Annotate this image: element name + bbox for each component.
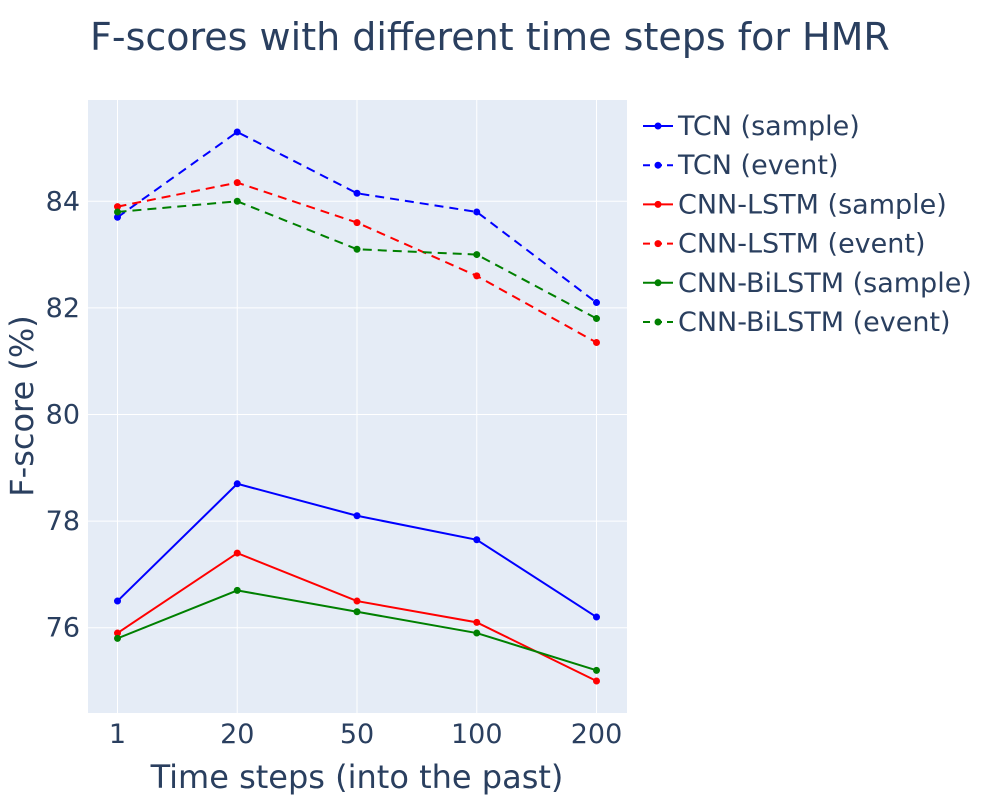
x-tick-label: 1 xyxy=(109,719,126,750)
legend-marker xyxy=(654,279,662,287)
legend-label: TCN (event) xyxy=(677,150,839,181)
legend-item[interactable]: CNN-BiLSTM (event) xyxy=(643,307,951,338)
data-point xyxy=(593,339,600,347)
data-point xyxy=(114,634,121,642)
data-point xyxy=(353,597,361,605)
data-point xyxy=(233,480,241,488)
legend-label: CNN-BiLSTM (event) xyxy=(678,307,951,338)
data-point xyxy=(353,219,361,227)
series-line xyxy=(117,200,597,320)
legend-marker xyxy=(654,122,662,130)
data-point xyxy=(233,197,241,205)
data-point xyxy=(353,245,361,253)
data-point xyxy=(473,208,481,216)
x-tick-label: 100 xyxy=(451,719,503,750)
data-point xyxy=(233,128,241,136)
legend-label: TCN (sample) xyxy=(677,111,860,142)
data-point xyxy=(114,208,121,216)
legend-marker xyxy=(654,318,662,326)
y-tick-label: 76 xyxy=(46,613,80,644)
legend-marker xyxy=(654,161,662,169)
data-point xyxy=(593,677,600,685)
data-point xyxy=(593,666,600,674)
legend: TCN (sample) TCN (event) CNN-LSTM (sample)… xyxy=(643,111,972,338)
data-point xyxy=(593,315,600,323)
grid xyxy=(88,100,627,713)
series-6 xyxy=(114,197,600,323)
legend-label: CNN-LSTM (sample) xyxy=(678,189,947,220)
y-tick-label: 80 xyxy=(46,399,80,430)
y-axis-title: F-score (%) xyxy=(3,315,41,496)
legend-item[interactable]: CNN-LSTM (sample) xyxy=(643,189,947,220)
data-point xyxy=(473,629,481,637)
data-point xyxy=(114,597,121,605)
series-2 xyxy=(114,128,600,307)
data-point xyxy=(353,512,361,520)
data-point xyxy=(593,613,600,621)
data-point xyxy=(473,536,481,544)
data-point xyxy=(233,549,241,557)
data-point xyxy=(233,586,241,594)
legend-marker xyxy=(654,200,662,208)
data-point xyxy=(353,189,361,197)
y-tick-label: 78 xyxy=(46,506,80,537)
data-point xyxy=(353,608,361,616)
legend-item[interactable]: CNN-LSTM (event) xyxy=(643,229,926,260)
data-point xyxy=(473,618,481,626)
legend-item[interactable]: TCN (sample) xyxy=(643,111,860,142)
legend-item[interactable]: TCN (event) xyxy=(643,150,839,181)
x-tick-label: 200 xyxy=(571,719,623,750)
data-point xyxy=(473,251,481,259)
legend-marker xyxy=(654,240,662,248)
series-5 xyxy=(114,586,600,674)
data-point xyxy=(114,203,121,211)
y-axis: 76 78 80 82 84 xyxy=(46,186,80,643)
data-point xyxy=(114,213,121,221)
series-1 xyxy=(114,480,600,621)
x-axis-title: Time steps (into the past) xyxy=(150,758,564,796)
series-line xyxy=(116,130,598,304)
x-axis: 1 20 50 100 200 xyxy=(109,719,622,750)
chart-title: F-scores with different time steps for H… xyxy=(90,15,890,59)
data-point xyxy=(233,179,241,187)
series-group xyxy=(114,128,600,685)
legend-label: CNN-LSTM (event) xyxy=(678,229,926,260)
y-tick-label: 82 xyxy=(46,293,80,324)
series-4 xyxy=(114,179,600,347)
series-3 xyxy=(114,549,600,685)
legend-item[interactable]: CNN-BiLSTM (sample) xyxy=(643,268,972,299)
data-point xyxy=(114,629,121,637)
x-tick-label: 50 xyxy=(340,719,374,750)
data-point xyxy=(473,272,481,280)
x-tick-label: 20 xyxy=(220,719,254,750)
data-point xyxy=(593,299,600,307)
y-tick-label: 84 xyxy=(46,186,80,217)
legend-label: CNN-BiLSTM (sample) xyxy=(678,268,972,299)
